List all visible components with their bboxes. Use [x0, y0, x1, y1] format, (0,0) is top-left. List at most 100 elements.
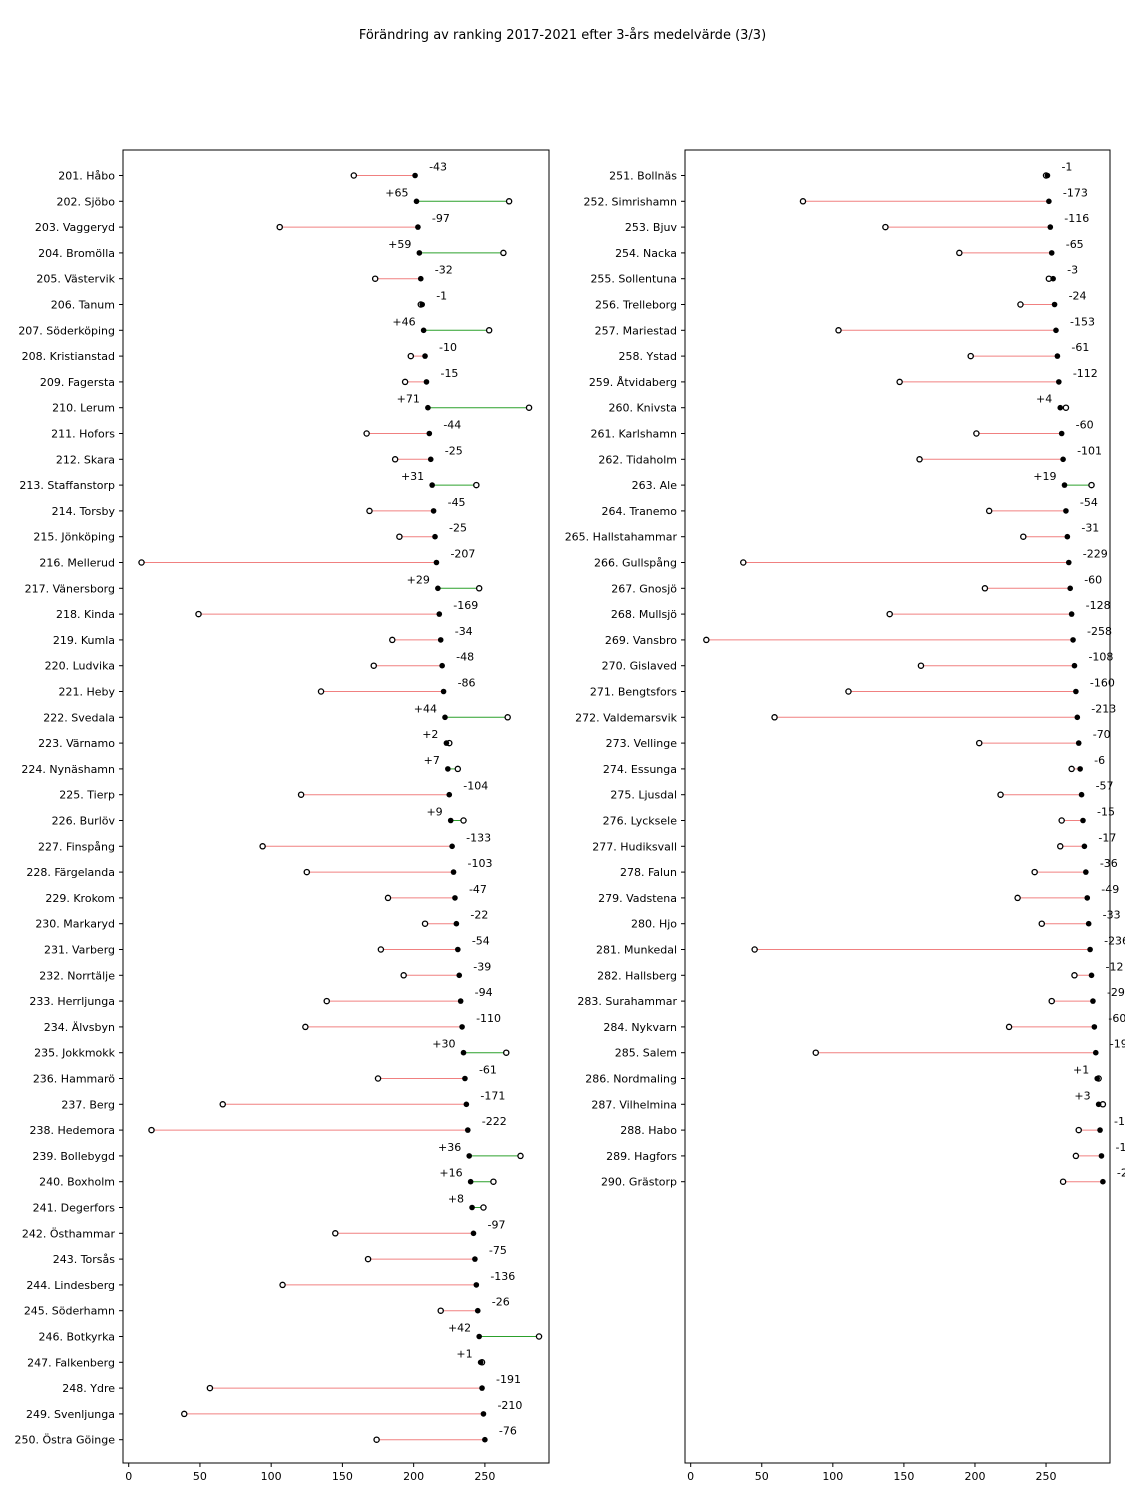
change-label: -49	[1101, 883, 1119, 896]
before-marker	[740, 559, 747, 566]
change-label: -15	[440, 367, 458, 380]
change-label: -108	[1088, 651, 1113, 664]
y-tick-label: 265. Hallstahammar	[565, 531, 678, 544]
before-marker	[396, 533, 403, 540]
change-label: -153	[1070, 315, 1095, 328]
now-marker	[446, 791, 453, 798]
change-label: -116	[1064, 212, 1089, 225]
x-tick-label: 150	[893, 1470, 914, 1483]
now-marker	[1083, 869, 1089, 875]
row-255: 255. Sollentuna -3	[590, 264, 1078, 286]
now-marker	[469, 1204, 475, 1211]
change-label: -48	[456, 651, 474, 664]
y-tick-label: 245. Söderhamn	[24, 1305, 115, 1318]
change-label: -61	[1071, 341, 1089, 354]
y-tick-label: 208. Kristianstad	[22, 350, 115, 363]
now-marker	[1051, 301, 1058, 308]
y-tick-label: 279. Vadstena	[598, 892, 677, 905]
before-marker	[1020, 533, 1027, 540]
now-marker	[430, 508, 437, 514]
row-244: 244. Lindesberg -136	[26, 1270, 515, 1292]
before-marker	[364, 1255, 372, 1263]
now-marker	[1080, 817, 1086, 824]
y-tick-label: 236. Hammarö	[33, 1073, 115, 1086]
y-tick-label: 262. Tidaholm	[598, 453, 677, 466]
now-marker	[1084, 895, 1091, 901]
chart-title: Förändring av ranking 2017-2021 efter 3-…	[358, 28, 767, 43]
row-261: 261. Karlshamn -60	[591, 419, 1094, 441]
y-tick-label: 231. Varberg	[44, 944, 115, 957]
y-tick-label: 211. Hofors	[51, 428, 115, 441]
change-label: -22	[470, 909, 488, 922]
y-tick-label: 226. Burlöv	[52, 815, 116, 828]
y-tick-label: 277. Hudiksvall	[592, 840, 677, 853]
before-marker	[323, 997, 330, 1005]
row-273: 273. Vellinge -70	[606, 728, 1111, 750]
row-280: 280. Hjo -33	[631, 909, 1121, 931]
y-tick-label: 214. Torsby	[52, 505, 116, 518]
now-marker	[1078, 791, 1085, 798]
before-marker	[259, 843, 266, 850]
now-marker	[413, 198, 420, 205]
before-marker	[1005, 1023, 1013, 1031]
y-tick-label: 205. Västervik	[36, 273, 115, 286]
before-marker	[1072, 1152, 1080, 1160]
now-marker	[480, 1411, 487, 1417]
change-label: -36	[1100, 857, 1118, 870]
now-marker	[1065, 559, 1072, 566]
change-label: +44	[414, 702, 437, 715]
before-marker	[1017, 301, 1024, 308]
y-tick-label: 207. Söderköping	[18, 324, 115, 337]
before-marker	[138, 559, 145, 566]
before-marker	[371, 275, 379, 282]
now-marker	[415, 224, 421, 230]
change-label: -25	[445, 444, 463, 457]
change-label: +4	[1036, 393, 1052, 406]
before-marker	[490, 1178, 497, 1185]
before-marker	[1075, 1126, 1082, 1134]
change-label: -43	[429, 161, 447, 174]
y-tick-label: 219. Kumla	[53, 634, 115, 647]
now-marker	[420, 327, 427, 334]
now-marker	[1085, 920, 1092, 927]
y-tick-label: 266. Gullspång	[594, 557, 677, 570]
change-label: -222	[482, 1115, 507, 1128]
row-288: 288. Habo -15	[620, 1115, 1125, 1137]
change-label: +29	[407, 573, 430, 586]
change-label: -65	[1066, 238, 1084, 251]
y-tick-label: 289. Hagfors	[606, 1150, 677, 1163]
before-marker	[535, 1333, 543, 1340]
before-marker	[219, 1101, 226, 1108]
now-marker	[1053, 327, 1059, 334]
now-marker	[416, 250, 423, 256]
y-tick-label: 212. Skara	[56, 453, 115, 466]
before-marker	[1048, 997, 1055, 1005]
y-tick-label: 258. Ystad	[619, 350, 677, 363]
y-tick-label: 218. Kinda	[56, 608, 115, 621]
change-label: +46	[392, 315, 415, 328]
now-marker	[462, 1075, 468, 1082]
row-215: 215. Jönköping -25	[33, 522, 467, 544]
y-tick-label: 229. Krokom	[45, 892, 115, 905]
x-tick-label: 50	[755, 1470, 769, 1483]
row-243: 243. Torsås -75	[53, 1244, 507, 1266]
change-label: -1	[436, 290, 447, 303]
change-label: +65	[385, 186, 408, 199]
row-232: 232. Norrtälje -39	[39, 960, 491, 982]
before-marker	[473, 481, 480, 489]
before-marker	[366, 507, 373, 515]
row-202: 202. Sjöbo +65	[57, 186, 513, 208]
y-tick-label: 237. Berg	[61, 1098, 115, 1111]
change-label: -34	[455, 625, 473, 638]
before-marker	[1062, 404, 1070, 411]
y-tick-label: 252. Simrishamn	[584, 195, 677, 208]
before-marker	[1088, 481, 1095, 489]
before-marker	[370, 662, 378, 669]
row-249: 249. Svenljunga -210	[26, 1399, 522, 1421]
y-tick-label: 267. Gnosjö	[611, 582, 677, 595]
now-marker	[460, 1049, 467, 1056]
row-278: 278. Falun -36	[620, 857, 1118, 879]
x-tick-label: 250	[474, 1470, 495, 1483]
before-marker	[148, 1126, 155, 1134]
before-marker	[279, 1281, 286, 1289]
